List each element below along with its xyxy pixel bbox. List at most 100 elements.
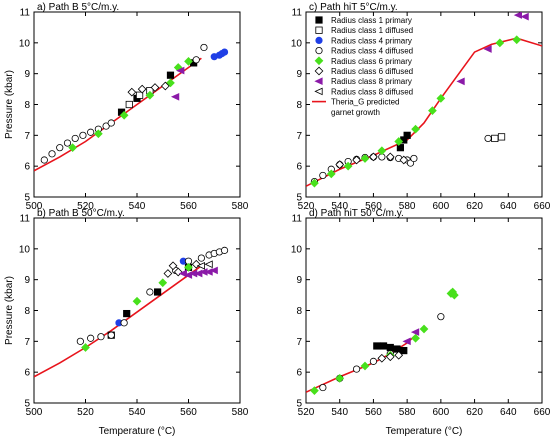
data-point	[369, 152, 378, 162]
data-point	[56, 144, 64, 152]
y-tick-label: 6	[24, 162, 30, 173]
data-point	[119, 110, 129, 120]
data-point	[483, 45, 492, 53]
data-point	[197, 254, 205, 262]
data-point	[173, 267, 183, 277]
data-point	[135, 91, 144, 99]
y-tick-label: 9	[24, 275, 30, 286]
legend-marker	[315, 36, 323, 45]
y-tick-label: 5	[24, 399, 30, 410]
x-axis-label: Temperature (°C)	[99, 426, 176, 437]
data-point	[513, 12, 522, 19]
x-axis-label: Temperature (°C)	[386, 426, 463, 437]
data-point	[394, 350, 404, 360]
data-point	[76, 337, 84, 345]
data-point	[204, 260, 213, 269]
y-tick-label: 8	[24, 306, 30, 317]
data-point	[484, 134, 492, 143]
legend-label: Radius class 8 primary	[331, 77, 412, 86]
data-point	[137, 84, 147, 94]
data-point	[402, 337, 411, 346]
panel-title: b) Path B 50°C/m.y.	[37, 208, 125, 219]
legend-marker	[315, 16, 323, 24]
y-tick-label: 7	[24, 337, 30, 348]
x-tick-label: 620	[466, 407, 483, 418]
legend-label: Radius class 6 primary	[331, 57, 412, 66]
data-point	[153, 288, 162, 296]
data-point	[170, 92, 180, 101]
y-tick-label: 11	[292, 8, 303, 19]
legend-label: Radius class 4 primary	[331, 36, 412, 45]
data-point	[176, 66, 185, 75]
y-axis-label: Pressure (kbar)	[4, 276, 15, 345]
x-tick-label: 540	[129, 407, 146, 418]
data-point	[120, 319, 128, 327]
data-point	[132, 296, 142, 306]
y-tick-label: 8	[296, 306, 302, 317]
x-tick-label: 560	[180, 201, 197, 212]
y-tick-label: 10	[291, 244, 303, 255]
y-tick-label: 6	[24, 368, 30, 379]
data-point	[87, 128, 95, 136]
data-point	[125, 100, 133, 109]
data-point	[196, 261, 205, 270]
data-point	[146, 288, 154, 296]
panel-d: 520 540 560 580 600 620 640 660 5 6 7 8 9 10 11 d) Path…	[291, 208, 550, 437]
growth-line	[34, 57, 202, 172]
data-point	[369, 357, 378, 365]
y-tick-label: 10	[19, 244, 31, 255]
y-tick-label: 5	[296, 399, 302, 410]
x-tick-label: 500	[26, 407, 43, 418]
x-tick-label: 540	[331, 407, 348, 418]
x-tick-label: 580	[232, 201, 249, 212]
data-point	[497, 133, 506, 141]
legend-marker	[314, 87, 323, 96]
data-point	[81, 343, 90, 352]
legend-marker	[315, 46, 323, 55]
data-point	[373, 342, 381, 350]
y-axis-label: Pressure (kbar)	[4, 70, 15, 139]
x-tick-label: 540	[129, 201, 146, 212]
data-point	[403, 131, 411, 139]
plot-frame	[33, 217, 241, 404]
data-point	[192, 56, 200, 64]
data-point	[456, 77, 465, 86]
data-point	[102, 122, 110, 130]
y-tick-label: 5	[296, 193, 302, 204]
data-point	[512, 35, 522, 45]
data-point	[410, 328, 420, 336]
y-tick-label: 6	[296, 162, 302, 173]
data-point	[145, 90, 155, 100]
x-tick-label: 660	[534, 201, 550, 212]
data-point	[419, 324, 429, 334]
data-point	[220, 246, 229, 254]
data-point	[520, 12, 529, 21]
legend-marker	[314, 56, 324, 66]
x-tick-label: 520	[77, 407, 94, 418]
data-point	[200, 43, 208, 52]
data-point	[79, 131, 87, 139]
y-tick-label: 10	[291, 38, 303, 49]
x-tick-label: 580	[399, 201, 416, 212]
panel-title: d) Path hiT 50°C/m.y.	[309, 208, 404, 219]
data-point	[379, 342, 388, 350]
x-tick-label: 560	[365, 201, 382, 212]
data-point	[436, 93, 446, 103]
legend-marker	[314, 77, 323, 86]
data-point	[495, 38, 505, 48]
data-point	[310, 386, 319, 396]
y-tick-label: 7	[296, 337, 302, 348]
x-tick-label: 560	[365, 407, 382, 418]
x-tick-label: 520	[298, 407, 315, 418]
data-point	[87, 334, 95, 342]
data-point	[184, 262, 193, 272]
series-layer	[306, 287, 459, 396]
data-point	[393, 345, 401, 353]
legend-label: Radius class 8 diffused	[331, 87, 413, 96]
data-point	[377, 353, 387, 363]
x-tick-label: 640	[500, 407, 517, 418]
legend-label: Theria_G predicted	[331, 98, 399, 107]
data-point	[386, 343, 394, 352]
data-point	[107, 331, 115, 339]
